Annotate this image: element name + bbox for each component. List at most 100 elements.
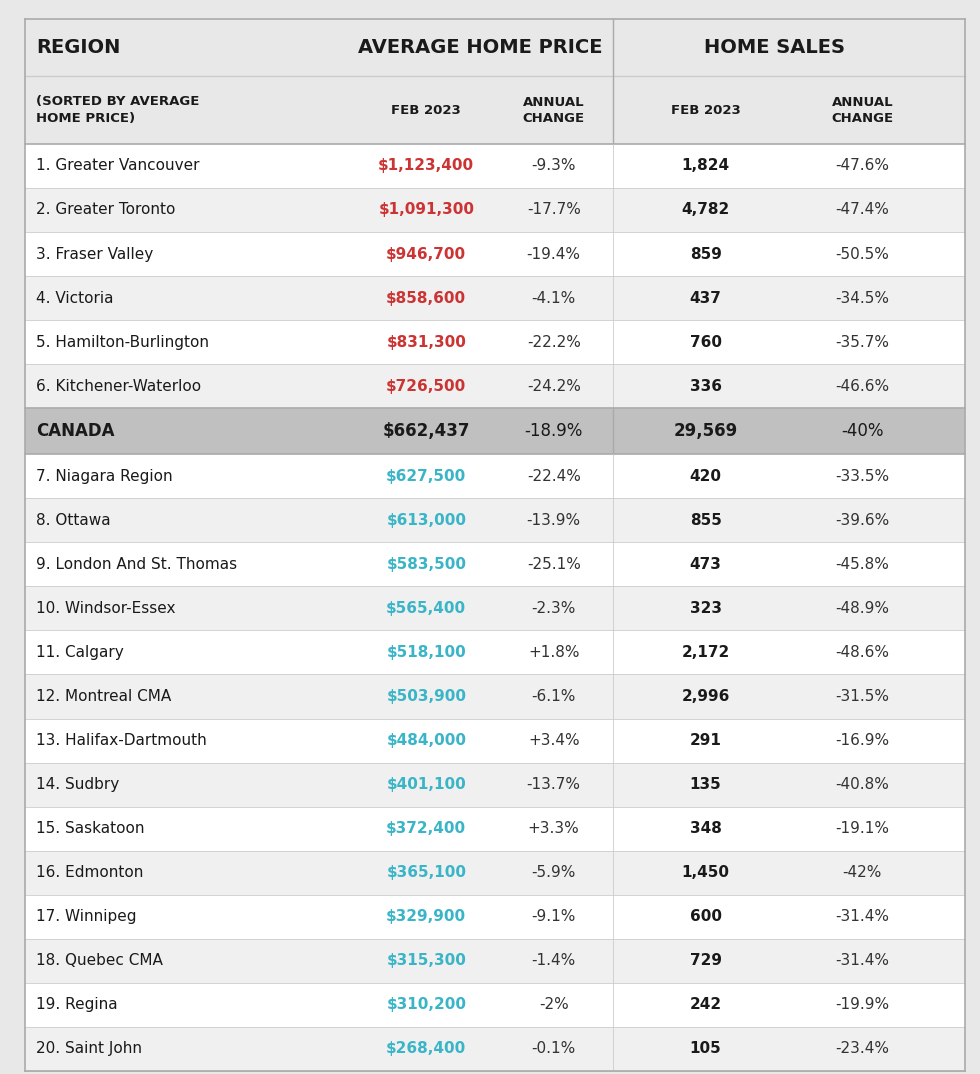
Text: -48.9%: -48.9%: [835, 601, 890, 615]
Text: 18. Quebec CMA: 18. Quebec CMA: [36, 954, 163, 968]
Bar: [24, 144, 965, 188]
Text: 7. Niagara Region: 7. Niagara Region: [36, 469, 172, 483]
Text: 29,569: 29,569: [673, 422, 738, 440]
Bar: [24, 19, 965, 76]
Text: 729: 729: [690, 954, 721, 968]
Text: -19.9%: -19.9%: [835, 998, 890, 1012]
Text: 242: 242: [690, 998, 721, 1012]
Text: 855: 855: [690, 513, 721, 527]
Text: -33.5%: -33.5%: [835, 469, 890, 483]
Text: $613,000: $613,000: [386, 513, 466, 527]
Text: 2. Greater Toronto: 2. Greater Toronto: [36, 203, 175, 217]
Text: 2,172: 2,172: [681, 645, 730, 659]
Text: -34.5%: -34.5%: [835, 291, 890, 305]
Text: 105: 105: [690, 1042, 721, 1056]
Text: -9.1%: -9.1%: [531, 910, 576, 924]
Text: -16.9%: -16.9%: [835, 734, 890, 748]
Text: $583,500: $583,500: [386, 557, 466, 571]
Text: -40%: -40%: [841, 422, 884, 440]
Bar: [24, 630, 965, 674]
Bar: [24, 542, 965, 586]
Text: -1.4%: -1.4%: [531, 954, 576, 968]
Text: -22.2%: -22.2%: [527, 335, 580, 349]
Text: 348: 348: [690, 822, 721, 836]
Text: $831,300: $831,300: [386, 335, 466, 349]
Text: +3.3%: +3.3%: [528, 822, 579, 836]
Bar: [24, 364, 965, 408]
Text: 10. Windsor-Essex: 10. Windsor-Essex: [36, 601, 175, 615]
Text: -6.1%: -6.1%: [531, 690, 576, 703]
Text: $627,500: $627,500: [386, 469, 466, 483]
Bar: [24, 1027, 965, 1071]
Text: 8. Ottawa: 8. Ottawa: [36, 513, 111, 527]
Text: 859: 859: [690, 247, 721, 261]
Bar: [24, 276, 965, 320]
Text: 4,782: 4,782: [681, 203, 730, 217]
Text: -25.1%: -25.1%: [527, 557, 580, 571]
Text: -46.6%: -46.6%: [835, 379, 890, 393]
Text: -19.4%: -19.4%: [526, 247, 581, 261]
Text: 600: 600: [690, 910, 721, 924]
Bar: [24, 232, 965, 276]
Text: $484,000: $484,000: [386, 734, 466, 748]
Text: -47.6%: -47.6%: [835, 159, 890, 173]
Text: 16. Edmonton: 16. Edmonton: [36, 866, 144, 880]
Text: -4.1%: -4.1%: [531, 291, 576, 305]
Text: 437: 437: [690, 291, 721, 305]
Text: -17.7%: -17.7%: [527, 203, 580, 217]
Text: FEB 2023: FEB 2023: [670, 103, 741, 117]
Text: $726,500: $726,500: [386, 379, 466, 393]
Text: -13.7%: -13.7%: [526, 778, 581, 792]
Text: -5.9%: -5.9%: [531, 866, 576, 880]
Bar: [24, 586, 965, 630]
Text: $329,900: $329,900: [386, 910, 466, 924]
Bar: [24, 851, 965, 895]
Text: -18.9%: -18.9%: [524, 422, 583, 440]
Text: -35.7%: -35.7%: [835, 335, 890, 349]
Text: -0.1%: -0.1%: [531, 1042, 576, 1056]
Text: -45.8%: -45.8%: [836, 557, 889, 571]
Text: ANNUAL
CHANGE: ANNUAL CHANGE: [831, 96, 894, 125]
Text: 291: 291: [690, 734, 721, 748]
Bar: [24, 895, 965, 939]
Text: HOME SALES: HOME SALES: [704, 39, 845, 57]
Text: 6. Kitchener-Waterloo: 6. Kitchener-Waterloo: [36, 379, 201, 393]
Text: $372,400: $372,400: [386, 822, 466, 836]
Text: $1,123,400: $1,123,400: [378, 159, 474, 173]
Bar: [24, 454, 965, 498]
Text: ANNUAL
CHANGE: ANNUAL CHANGE: [522, 96, 585, 125]
Bar: [24, 498, 965, 542]
Text: -50.5%: -50.5%: [836, 247, 889, 261]
Bar: [24, 188, 965, 232]
Text: -13.9%: -13.9%: [526, 513, 581, 527]
Text: -48.6%: -48.6%: [835, 645, 890, 659]
Text: 11. Calgary: 11. Calgary: [36, 645, 124, 659]
Text: 3. Fraser Valley: 3. Fraser Valley: [36, 247, 154, 261]
Text: 336: 336: [690, 379, 721, 393]
Text: +1.8%: +1.8%: [528, 645, 579, 659]
Text: 14. Sudbry: 14. Sudbry: [36, 778, 120, 792]
Text: -9.3%: -9.3%: [531, 159, 576, 173]
Text: -31.4%: -31.4%: [835, 954, 890, 968]
Text: $565,400: $565,400: [386, 601, 466, 615]
Text: 5. Hamilton-Burlington: 5. Hamilton-Burlington: [36, 335, 210, 349]
Text: $315,300: $315,300: [386, 954, 466, 968]
Text: -42%: -42%: [843, 866, 882, 880]
Text: -24.2%: -24.2%: [527, 379, 580, 393]
Text: +3.4%: +3.4%: [528, 734, 579, 748]
Text: 15. Saskatoon: 15. Saskatoon: [36, 822, 145, 836]
Text: 12. Montreal CMA: 12. Montreal CMA: [36, 690, 171, 703]
Text: AVERAGE HOME PRICE: AVERAGE HOME PRICE: [358, 39, 603, 57]
Text: 13. Halifax-Dartmouth: 13. Halifax-Dartmouth: [36, 734, 207, 748]
Text: 19. Regina: 19. Regina: [36, 998, 118, 1012]
Text: 9. London And St. Thomas: 9. London And St. Thomas: [36, 557, 237, 571]
Text: $310,200: $310,200: [386, 998, 466, 1012]
Text: -39.6%: -39.6%: [835, 513, 890, 527]
Bar: [24, 320, 965, 364]
Text: -2.3%: -2.3%: [531, 601, 576, 615]
Bar: [24, 807, 965, 851]
Text: -22.4%: -22.4%: [527, 469, 580, 483]
Text: -31.5%: -31.5%: [835, 690, 890, 703]
Text: $662,437: $662,437: [382, 422, 470, 440]
Text: $401,100: $401,100: [386, 778, 466, 792]
